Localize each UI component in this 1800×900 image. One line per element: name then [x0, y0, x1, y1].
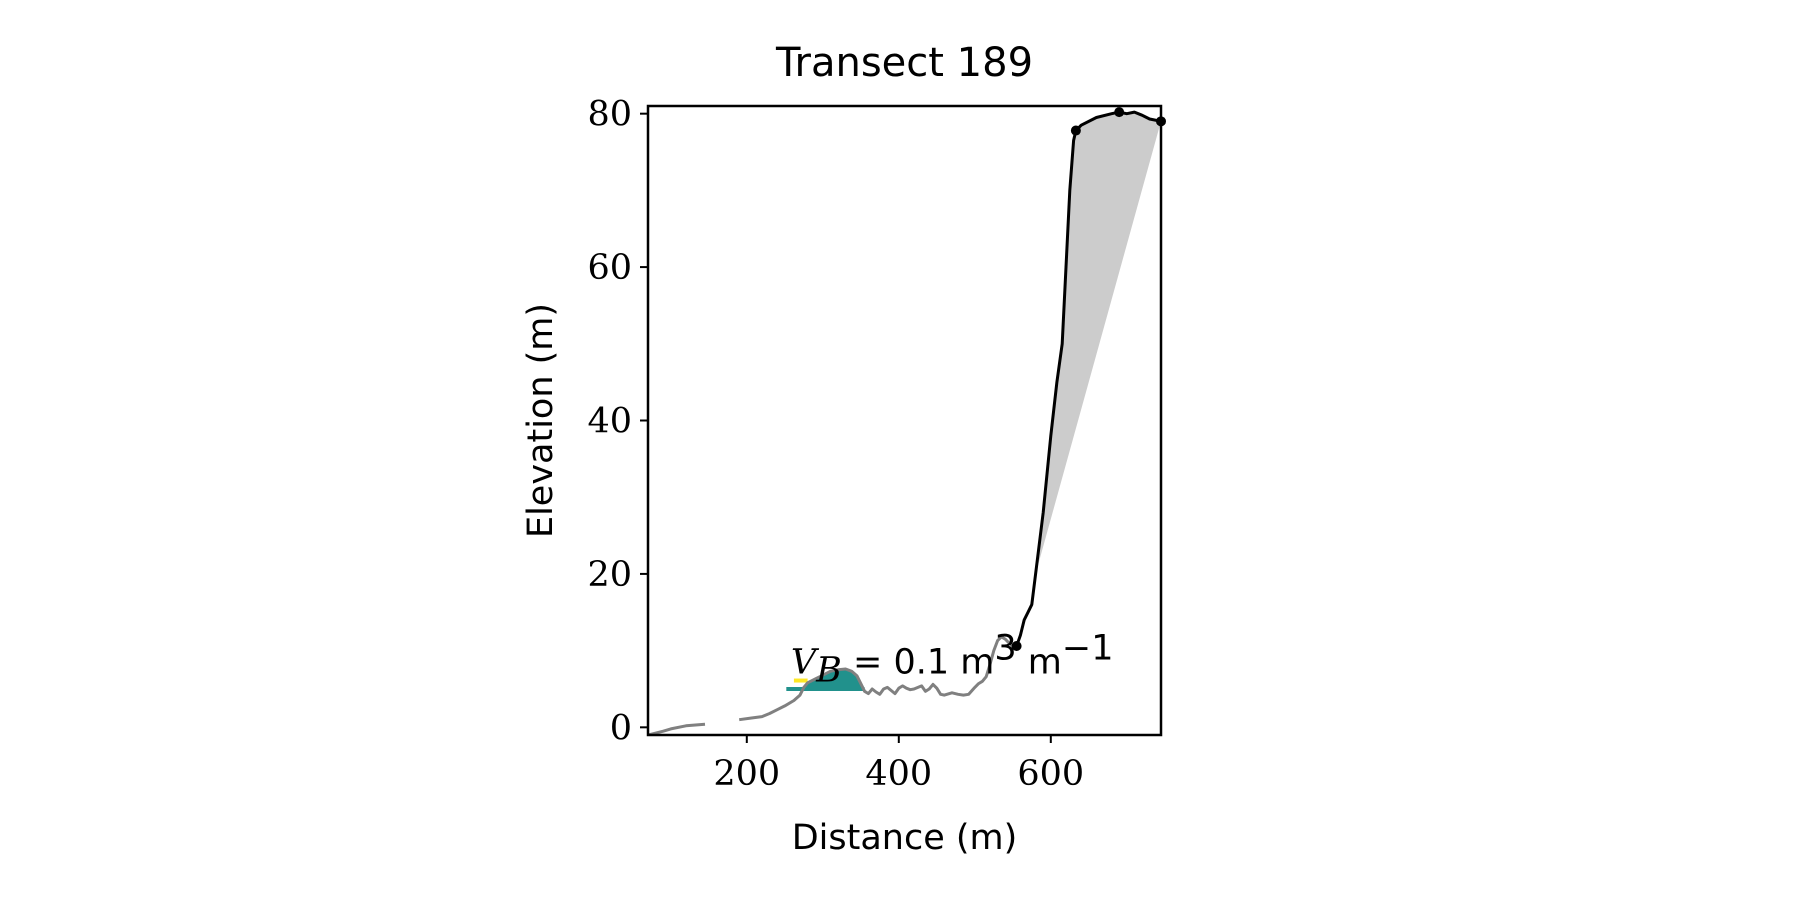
bar-volume-fill [800, 669, 865, 689]
chart-title: Transect 189 [775, 40, 1033, 86]
ground-profile-gray-segment-0 [648, 722, 706, 735]
level-lines-layer [786, 678, 865, 691]
x-axis-ticks: 200 400 600 [713, 735, 1084, 794]
fills-layer [800, 112, 1161, 689]
profile-marker-0 [1011, 641, 1022, 652]
x-tick-label: 600 [1017, 754, 1084, 794]
annotation-unit: m [1017, 643, 1062, 683]
y-tick-label: 80 [587, 95, 632, 135]
x-axis-label: Distance (m) [792, 818, 1018, 858]
y-tick-label: 0 [610, 708, 632, 748]
x-tick-label: 400 [865, 754, 932, 794]
annotation-superscript: 3 [994, 629, 1016, 669]
volume-annotation: VB = 0.1 m3 m−1 [791, 629, 1114, 691]
y-axis-label: Elevation (m) [521, 303, 561, 538]
profile-marker-1 [1070, 125, 1081, 136]
annotation-value: = 0.1 m [842, 643, 994, 683]
series-layer [648, 110, 1161, 735]
y-axis-ticks: 0 20 40 60 80 [587, 95, 648, 748]
cliff-profile-black-segment-0 [1015, 110, 1161, 647]
annotation-unit-superscript: −1 [1062, 629, 1114, 669]
y-tick-label: 40 [587, 402, 632, 442]
markers-layer [1011, 107, 1166, 652]
y-tick-label: 60 [587, 248, 632, 288]
x-tick-label: 200 [713, 754, 780, 794]
cliff-volume-fill [1035, 112, 1161, 574]
annotation-variable: V [791, 643, 820, 683]
y-tick-label: 20 [587, 555, 632, 595]
ground-profile-gray-segment-1 [738, 635, 1017, 722]
profile-marker-2 [1114, 107, 1125, 118]
annotation-subscript: B [815, 651, 842, 691]
